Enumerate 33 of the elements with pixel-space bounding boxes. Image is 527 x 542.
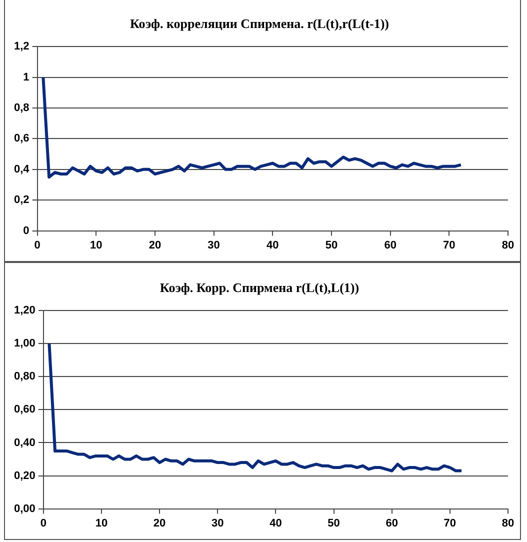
y-tick-label: 1,00 xyxy=(14,338,36,350)
x-tick-label: 60 xyxy=(386,517,398,530)
x-tick-label: 40 xyxy=(270,517,282,530)
x-tick-label: 30 xyxy=(208,239,220,252)
y-tick-label: 1,2 xyxy=(14,40,30,53)
chart-title: Коэф. корреляции Спирмена. r(L(t),r(L(t-1)) xyxy=(130,16,390,32)
x-tick-label: 40 xyxy=(266,239,279,252)
x-tick-label: 20 xyxy=(153,517,166,530)
x-tick-label: 10 xyxy=(90,239,102,252)
chart-title: Коэф. Корр. Спирмена r(L(t),L(1)) xyxy=(160,280,360,296)
y-tick-label: 0,8 xyxy=(14,102,30,114)
x-tick-label: 80 xyxy=(502,517,514,530)
y-tick-label: 0,60 xyxy=(14,404,36,416)
y-tick-label: 0,80 xyxy=(14,370,36,383)
x-tick-label: 10 xyxy=(95,517,108,530)
x-tick-label: 50 xyxy=(328,517,340,530)
x-tick-label: 60 xyxy=(384,239,396,252)
y-tick-label: 0,6 xyxy=(14,132,30,145)
y-tick-label: 0 xyxy=(23,224,30,237)
x-tick-label: 70 xyxy=(443,239,456,252)
x-tick-label: 80 xyxy=(502,239,514,252)
x-tick-label: 0 xyxy=(40,517,46,530)
x-tick-label: 30 xyxy=(212,517,224,530)
x-tick-label: 70 xyxy=(444,517,456,530)
x-tick-label: 20 xyxy=(148,239,162,252)
y-tick-label: 0,40 xyxy=(14,436,36,449)
y-tick-label: 1,20 xyxy=(14,304,36,317)
y-tick-label: 0,00 xyxy=(14,502,36,515)
y-tick-label: 0,20 xyxy=(14,470,36,482)
y-tick-label: 1 xyxy=(23,71,30,84)
y-tick-label: 0,2 xyxy=(14,194,30,206)
x-tick-label: 50 xyxy=(325,239,338,252)
y-tick-label: 0,4 xyxy=(14,163,30,176)
